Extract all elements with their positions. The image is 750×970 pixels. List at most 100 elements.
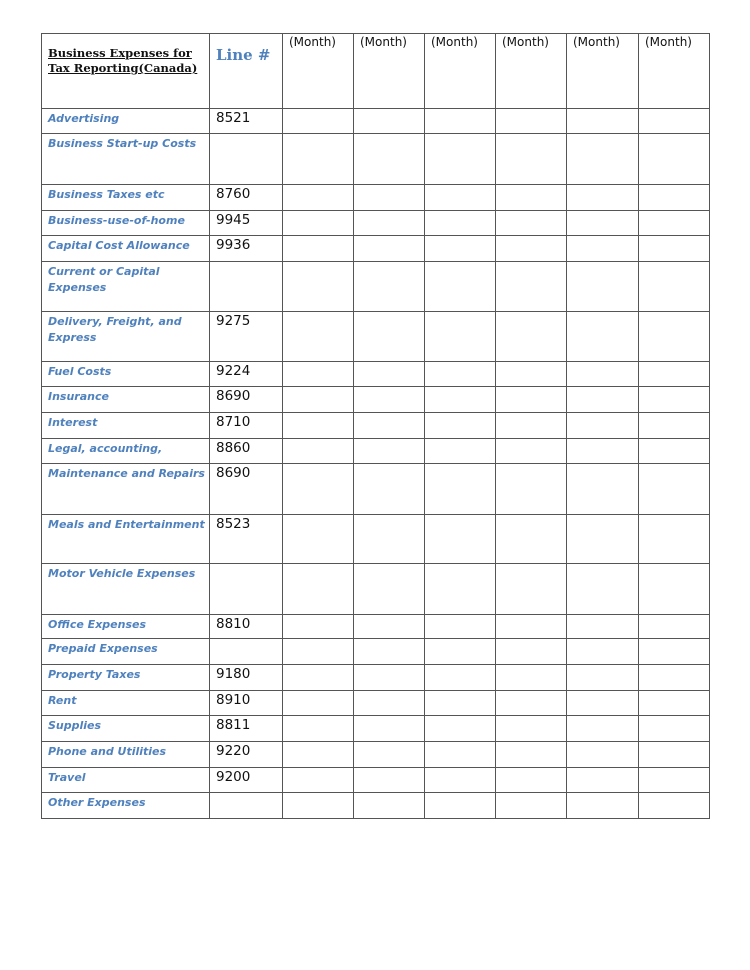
month-amount-cell[interactable] <box>495 261 567 312</box>
month-amount-cell[interactable] <box>638 514 710 564</box>
month-amount-cell[interactable] <box>566 235 639 262</box>
month-header[interactable]: (Month) <box>282 33 354 109</box>
month-amount-cell[interactable] <box>566 438 639 464</box>
month-amount-cell[interactable] <box>566 311 639 362</box>
line-number-cell[interactable] <box>209 638 283 665</box>
month-amount-cell[interactable] <box>495 664 567 691</box>
month-amount-cell[interactable] <box>495 563 567 615</box>
month-amount-cell[interactable] <box>282 210 354 236</box>
month-amount-cell[interactable] <box>353 638 425 665</box>
month-amount-cell[interactable] <box>638 563 710 615</box>
month-amount-cell[interactable] <box>424 463 496 515</box>
month-amount-cell[interactable] <box>424 261 496 312</box>
month-amount-cell[interactable] <box>566 412 639 439</box>
line-number-cell[interactable]: 8910 <box>209 690 283 716</box>
month-amount-cell[interactable] <box>424 133 496 185</box>
month-header[interactable]: (Month) <box>495 33 567 109</box>
month-amount-cell[interactable] <box>353 715 425 742</box>
month-amount-cell[interactable] <box>424 514 496 564</box>
line-number-cell[interactable]: 8690 <box>209 463 283 515</box>
month-amount-cell[interactable] <box>495 690 567 716</box>
month-amount-cell[interactable] <box>353 210 425 236</box>
month-amount-cell[interactable] <box>282 361 354 387</box>
month-amount-cell[interactable] <box>353 133 425 185</box>
month-amount-cell[interactable] <box>566 184 639 211</box>
month-amount-cell[interactable] <box>495 741 567 768</box>
line-number-cell[interactable]: 8810 <box>209 614 283 639</box>
month-amount-cell[interactable] <box>495 133 567 185</box>
line-number-cell[interactable]: 8860 <box>209 438 283 464</box>
month-amount-cell[interactable] <box>353 311 425 362</box>
month-amount-cell[interactable] <box>566 386 639 413</box>
month-amount-cell[interactable] <box>638 261 710 312</box>
month-amount-cell[interactable] <box>424 767 496 793</box>
month-amount-cell[interactable] <box>495 361 567 387</box>
line-number-cell[interactable]: 9180 <box>209 664 283 691</box>
month-amount-cell[interactable] <box>638 412 710 439</box>
month-amount-cell[interactable] <box>353 386 425 413</box>
month-amount-cell[interactable] <box>424 664 496 691</box>
month-amount-cell[interactable] <box>282 463 354 515</box>
month-amount-cell[interactable] <box>282 741 354 768</box>
month-amount-cell[interactable] <box>566 361 639 387</box>
month-amount-cell[interactable] <box>638 792 710 819</box>
month-amount-cell[interactable] <box>495 412 567 439</box>
line-number-cell[interactable] <box>209 563 283 615</box>
month-amount-cell[interactable] <box>566 133 639 185</box>
month-amount-cell[interactable] <box>424 614 496 639</box>
month-amount-cell[interactable] <box>495 463 567 515</box>
line-number-cell[interactable]: 8690 <box>209 386 283 413</box>
month-amount-cell[interactable] <box>353 438 425 464</box>
month-amount-cell[interactable] <box>424 741 496 768</box>
month-amount-cell[interactable] <box>424 638 496 665</box>
month-amount-cell[interactable] <box>353 108 425 134</box>
month-amount-cell[interactable] <box>495 311 567 362</box>
month-amount-cell[interactable] <box>566 741 639 768</box>
line-number-cell[interactable]: 9936 <box>209 235 283 262</box>
line-number-cell[interactable]: 9224 <box>209 361 283 387</box>
month-amount-cell[interactable] <box>282 412 354 439</box>
month-amount-cell[interactable] <box>424 412 496 439</box>
month-amount-cell[interactable] <box>424 563 496 615</box>
month-amount-cell[interactable] <box>638 715 710 742</box>
month-amount-cell[interactable] <box>638 690 710 716</box>
month-amount-cell[interactable] <box>353 514 425 564</box>
month-amount-cell[interactable] <box>638 210 710 236</box>
month-amount-cell[interactable] <box>638 311 710 362</box>
month-amount-cell[interactable] <box>353 261 425 312</box>
month-header[interactable]: (Month) <box>353 33 425 109</box>
month-amount-cell[interactable] <box>282 261 354 312</box>
month-amount-cell[interactable] <box>282 184 354 211</box>
month-amount-cell[interactable] <box>424 715 496 742</box>
month-amount-cell[interactable] <box>424 210 496 236</box>
month-amount-cell[interactable] <box>282 563 354 615</box>
month-amount-cell[interactable] <box>495 235 567 262</box>
line-number-cell[interactable]: 8523 <box>209 514 283 564</box>
month-amount-cell[interactable] <box>495 792 567 819</box>
month-amount-cell[interactable] <box>566 563 639 615</box>
line-number-cell[interactable] <box>209 261 283 312</box>
month-amount-cell[interactable] <box>638 361 710 387</box>
month-amount-cell[interactable] <box>282 311 354 362</box>
month-amount-cell[interactable] <box>353 614 425 639</box>
month-header[interactable]: (Month) <box>638 33 710 109</box>
month-amount-cell[interactable] <box>353 664 425 691</box>
month-amount-cell[interactable] <box>282 614 354 639</box>
month-amount-cell[interactable] <box>495 614 567 639</box>
month-amount-cell[interactable] <box>353 412 425 439</box>
month-amount-cell[interactable] <box>566 664 639 691</box>
month-amount-cell[interactable] <box>282 715 354 742</box>
month-amount-cell[interactable] <box>638 235 710 262</box>
month-amount-cell[interactable] <box>495 715 567 742</box>
month-amount-cell[interactable] <box>282 690 354 716</box>
month-header[interactable]: (Month) <box>424 33 496 109</box>
month-amount-cell[interactable] <box>282 386 354 413</box>
month-amount-cell[interactable] <box>282 438 354 464</box>
month-amount-cell[interactable] <box>353 361 425 387</box>
month-amount-cell[interactable] <box>638 664 710 691</box>
line-number-cell[interactable]: 9220 <box>209 741 283 768</box>
month-amount-cell[interactable] <box>353 235 425 262</box>
month-amount-cell[interactable] <box>638 741 710 768</box>
month-amount-cell[interactable] <box>353 741 425 768</box>
month-amount-cell[interactable] <box>566 767 639 793</box>
